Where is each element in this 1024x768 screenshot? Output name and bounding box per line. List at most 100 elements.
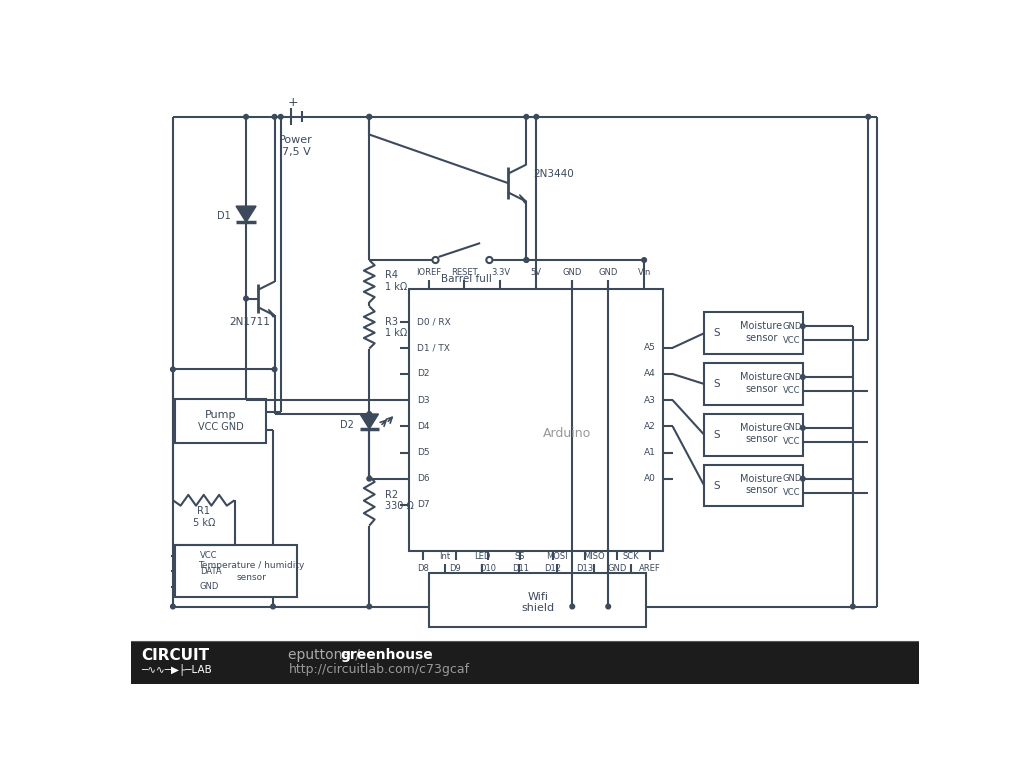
Text: A1: A1 [644, 448, 655, 457]
Text: S: S [714, 379, 720, 389]
Text: A2: A2 [644, 422, 655, 431]
Circle shape [171, 367, 175, 372]
Text: Power
7,5 V: Power 7,5 V [280, 135, 313, 157]
Text: A3: A3 [644, 396, 655, 405]
Text: D5: D5 [417, 448, 430, 457]
Circle shape [270, 604, 275, 609]
Text: D12: D12 [544, 564, 561, 572]
Polygon shape [237, 206, 256, 222]
Text: GND: GND [782, 423, 802, 432]
Text: S: S [714, 328, 720, 338]
Circle shape [642, 258, 646, 263]
Text: GND: GND [200, 582, 219, 591]
Text: DATA: DATA [200, 567, 221, 575]
Polygon shape [519, 194, 526, 203]
Text: RESET: RESET [452, 268, 478, 276]
Text: D6: D6 [417, 474, 430, 483]
Circle shape [367, 604, 372, 609]
Text: S: S [714, 430, 720, 440]
Text: Barrel full: Barrel full [441, 273, 492, 283]
Text: S: S [714, 481, 720, 491]
Polygon shape [268, 310, 274, 317]
Circle shape [486, 257, 493, 263]
Text: VCC GND: VCC GND [198, 422, 244, 432]
Bar [131, 641, 920, 684]
Text: D11: D11 [512, 564, 528, 572]
Text: R2
330 Ω: R2 330 Ω [385, 490, 414, 511]
Text: greenhouse: greenhouse [340, 648, 433, 663]
Text: 2N3440: 2N3440 [532, 169, 573, 179]
Text: GND: GND [599, 268, 617, 276]
Text: Temperature / humidity: Temperature / humidity [199, 561, 304, 570]
Circle shape [801, 375, 805, 379]
Text: A4: A4 [644, 369, 655, 379]
Text: AREF: AREF [639, 564, 660, 572]
Text: VCC: VCC [783, 336, 801, 345]
Text: Moisture: Moisture [740, 423, 782, 433]
Text: SCK: SCK [623, 552, 639, 561]
Circle shape [570, 604, 574, 609]
Text: sensor: sensor [237, 573, 266, 582]
Text: MISO: MISO [583, 552, 604, 561]
Text: D1 / TX: D1 / TX [417, 343, 450, 353]
Text: VCC: VCC [783, 386, 801, 396]
Text: Pump: Pump [205, 410, 237, 420]
Circle shape [272, 114, 276, 119]
Circle shape [801, 476, 805, 481]
Circle shape [367, 412, 372, 416]
Text: GND: GND [562, 268, 582, 276]
Text: VCC: VCC [783, 437, 801, 446]
Text: IOREF: IOREF [416, 268, 441, 276]
Text: Vin: Vin [638, 268, 651, 276]
Bar [429, 574, 646, 627]
Text: D9: D9 [450, 564, 462, 572]
Circle shape [524, 258, 528, 263]
Circle shape [367, 114, 372, 119]
Text: D2: D2 [340, 420, 354, 430]
Text: D3: D3 [417, 396, 430, 405]
Text: D13: D13 [577, 564, 594, 572]
Text: GND: GND [782, 372, 802, 382]
Text: +: + [288, 96, 298, 108]
Polygon shape [360, 414, 379, 429]
Text: VCC: VCC [200, 551, 217, 560]
Text: MOSI: MOSI [546, 552, 567, 561]
Text: R4
1 kΩ: R4 1 kΩ [385, 270, 407, 292]
Bar [705, 414, 803, 455]
Circle shape [524, 114, 528, 119]
Text: A0: A0 [644, 474, 655, 483]
Text: CIRCUIT: CIRCUIT [141, 648, 210, 663]
Text: D8: D8 [417, 564, 429, 572]
Circle shape [367, 114, 372, 119]
Text: sensor: sensor [745, 333, 777, 343]
Text: D1: D1 [217, 211, 230, 221]
Bar [705, 465, 803, 506]
Circle shape [171, 604, 175, 609]
Text: GND: GND [782, 474, 802, 483]
Text: Moisture: Moisture [740, 372, 782, 382]
Text: shield: shield [521, 603, 554, 613]
Text: Moisture: Moisture [740, 474, 782, 484]
Text: Int: Int [439, 552, 451, 561]
Circle shape [866, 114, 870, 119]
Text: SS: SS [514, 552, 524, 561]
Text: 3.3V: 3.3V [490, 268, 510, 276]
Circle shape [272, 367, 276, 372]
Circle shape [367, 476, 372, 481]
Text: D7: D7 [417, 501, 430, 509]
Circle shape [244, 296, 249, 301]
Bar [705, 313, 803, 354]
Text: R3
1 kΩ: R3 1 kΩ [385, 316, 407, 338]
Circle shape [524, 258, 528, 263]
Circle shape [432, 257, 438, 263]
Text: D4: D4 [417, 422, 429, 431]
Bar [410, 290, 664, 551]
Text: VCC: VCC [783, 488, 801, 497]
Circle shape [801, 324, 805, 329]
Bar [175, 399, 266, 443]
Text: ─∿∿─▶├─LAB: ─∿∿─▶├─LAB [141, 664, 212, 675]
Circle shape [606, 604, 610, 609]
Circle shape [244, 114, 249, 119]
Text: sensor: sensor [745, 435, 777, 445]
Circle shape [801, 425, 805, 430]
